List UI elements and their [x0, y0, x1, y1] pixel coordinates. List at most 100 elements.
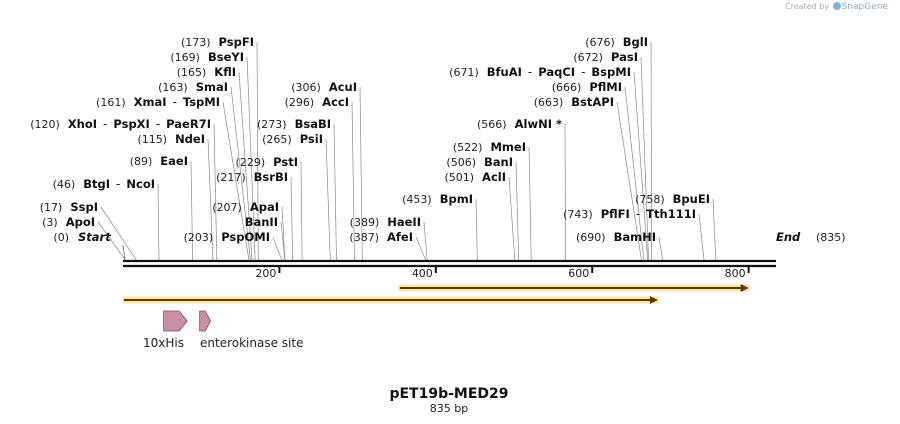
features-group: 10xHis enterokinase site [143, 310, 303, 350]
site-pointer-line [290, 176, 294, 261]
restriction-site-label: (522) MmeI [453, 140, 526, 154]
enzyme-name: PspOMI [221, 230, 270, 244]
site-pointer-line [616, 101, 642, 261]
site-position: (671) [449, 66, 479, 79]
site-pointer-line [640, 56, 649, 261]
site-position: (273) [257, 118, 287, 131]
enzyme-name: PaeR7I [166, 117, 211, 131]
site-pointer-line [528, 146, 532, 261]
site-position: (666) [552, 81, 582, 94]
restriction-site-label: (743) PflFI - Tth111I [563, 207, 696, 221]
restriction-site-label: (203) PspOMI [184, 230, 270, 244]
site-pointer-line [97, 221, 126, 261]
restriction-site-label: (169) BseYI [170, 50, 244, 64]
start-label: Start [78, 230, 111, 244]
enzyme-name: NdeI [175, 132, 205, 146]
restriction-site-label: (690) BamHI [576, 230, 656, 244]
site-position: (161) [96, 96, 126, 109]
site-position: (169) [170, 51, 200, 64]
end-label: End [776, 230, 801, 244]
site-position: (743) [563, 208, 593, 221]
enzyme-name: SspI [70, 200, 98, 214]
site-position: (89) [130, 155, 153, 168]
restriction-site-label: (265) PsiI [262, 132, 323, 146]
enzyme-name: AlwNI * [515, 117, 562, 131]
site-pointer-line [100, 206, 137, 261]
site-pointer-line [423, 221, 428, 261]
site-pointer-line [213, 123, 218, 261]
site-position: (690) [576, 231, 606, 244]
restriction-site-label: (566) AlwNI * [477, 117, 562, 131]
ruler-tick-label: 600 [568, 267, 589, 280]
site-pointer-line [351, 101, 355, 261]
site-pointer-line [359, 86, 363, 261]
site-position: (17) [40, 201, 63, 214]
restriction-site-label: (676) BglI [585, 35, 648, 49]
site-pointer-line [222, 101, 250, 261]
restriction-site-label: (89) EaeI [130, 154, 188, 168]
site-separator: - [103, 117, 107, 131]
site-separator: - [636, 207, 640, 221]
site-pointer-line [256, 41, 259, 261]
enzyme-name: Tth111I [646, 207, 696, 221]
enzyme-name: AfeI [387, 230, 413, 244]
site-separator: - [116, 177, 120, 191]
enzyme-name: KflI [214, 65, 236, 79]
site-separator: - [156, 117, 160, 131]
orf-arrow-head [740, 284, 749, 292]
enzyme-name: AccI [322, 95, 349, 109]
enzyme-name: AcuI [329, 80, 357, 94]
restriction-site-label: (453) BpmI [402, 192, 473, 206]
site-pointer-line [300, 161, 303, 261]
restriction-site-label: (120) XhoI - PspXI - PaeR7I [30, 117, 211, 131]
enzyme-name: SmaI [196, 80, 228, 94]
feature-label: 10xHis [143, 336, 184, 350]
site-position: (296) [285, 96, 315, 109]
restriction-site-label: (501) AclI [444, 170, 506, 184]
site-position: (506) [446, 156, 476, 169]
enzyme-name: ApaI [250, 200, 279, 214]
backbone-group [123, 259, 776, 268]
restriction-site-label: (758) BpuEI [635, 192, 710, 206]
site-pointer-line [475, 198, 478, 261]
site-position: (501) [444, 171, 474, 184]
enzyme-name: BpuEI [673, 192, 710, 206]
site-position: (663) [534, 96, 564, 109]
enzyme-name: HaeII [387, 215, 421, 229]
restriction-site-label: (46) BtgI - NcoI [53, 177, 155, 191]
enzyme-name: BamHI [614, 230, 656, 244]
ruler-ticks-group: 200 400 600 800 [255, 266, 750, 280]
enzyme-name: BseYI [208, 50, 244, 64]
site-position: (46) [53, 178, 76, 191]
site-separator: - [581, 65, 585, 79]
enzyme-name: PspXI [113, 117, 149, 131]
ruler-tick-label: 400 [412, 267, 433, 280]
site-pointer-line [246, 56, 256, 261]
map-title: pET19b-MED29 [389, 386, 508, 402]
site-position: (203) [184, 231, 214, 244]
restriction-site-label: (387) AfeI [349, 230, 413, 244]
site-position: (163) [158, 81, 188, 94]
enzyme-name: BanI [484, 155, 513, 169]
enzyme-name: BsrBI [254, 170, 288, 184]
snapgene-credit: Created by SnapGene [785, 2, 888, 12]
feature-label: enterokinase site [200, 336, 303, 350]
enzyme-name: PspFI [219, 35, 254, 49]
end-position: (835) [816, 231, 846, 244]
restriction-site-label: (273) BsaBI [257, 117, 331, 131]
site-pointer-line [624, 86, 645, 261]
site-pointer-line [658, 236, 663, 261]
site-pointer-line [280, 221, 286, 261]
restriction-site-label: (115) NdeI [137, 132, 205, 146]
enzyme-name: XmaI [134, 95, 167, 109]
restriction-site-label: (229) PstI [236, 155, 298, 169]
enzyme-name: BtgI [83, 177, 110, 191]
enzyme-name: PstI [273, 155, 298, 169]
site-pointer-line [272, 236, 283, 261]
ruler-tick-label: 800 [725, 267, 746, 280]
site-position: (306) [291, 81, 321, 94]
map-length: 835 bp [430, 402, 468, 415]
feature-arrow [199, 310, 212, 332]
site-pointer-line [698, 213, 705, 261]
site-pointer-line [333, 123, 337, 261]
